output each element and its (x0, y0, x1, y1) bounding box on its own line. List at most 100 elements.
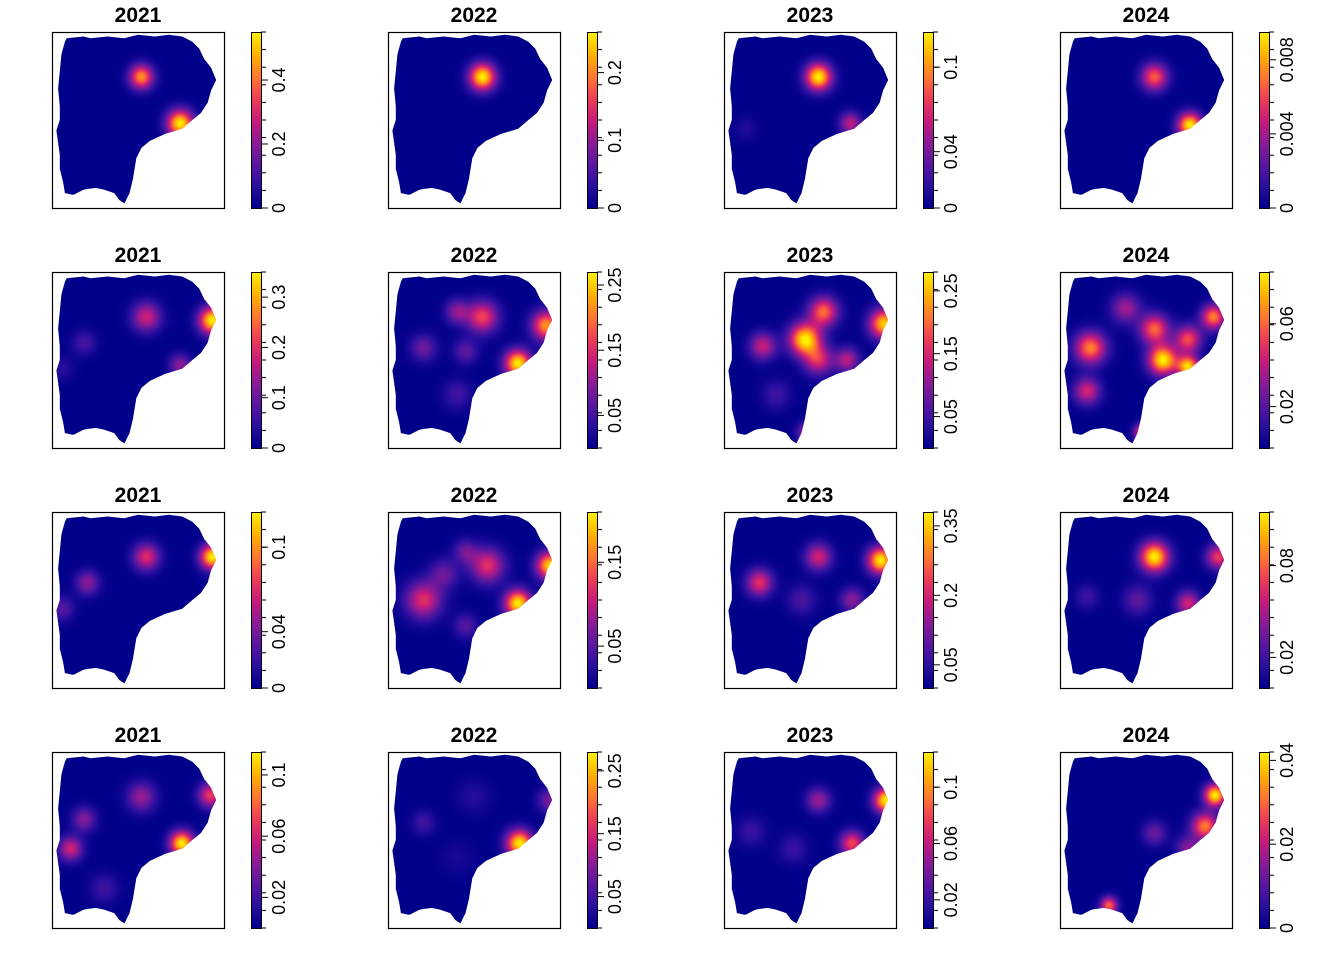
colorbar (923, 272, 933, 448)
heatmap-field (56, 754, 217, 924)
colorbar-tick-label: 0.08 (1277, 548, 1297, 583)
plot-frame (51, 751, 226, 930)
plot-frame (723, 271, 898, 450)
colorbar (1259, 512, 1269, 688)
colorbar (1259, 272, 1269, 448)
colorbar-tick-label: 0.15 (605, 545, 625, 580)
colorbar-tick-label: 0 (269, 203, 289, 213)
panel-title: 2022 (451, 4, 498, 27)
heatmap-field (392, 34, 553, 204)
panel-title: 2022 (451, 724, 498, 747)
panel-title: 2021 (115, 244, 162, 267)
panel-title: 2021 (115, 484, 162, 507)
colorbar (923, 752, 933, 928)
colorbar-tick-label: 0.06 (269, 819, 289, 854)
plot-frame (387, 31, 562, 210)
plot-frame (723, 511, 898, 690)
panel-title: 2023 (787, 484, 834, 507)
panel-title: 2024 (1123, 244, 1170, 267)
colorbar-tick-label: 0.2 (941, 583, 961, 608)
heatmap-field (392, 754, 553, 924)
colorbar-tick-label: 0.2 (269, 335, 289, 360)
colorbar (1259, 752, 1269, 928)
colorbar-tick-label: 0.25 (605, 268, 625, 303)
colorbar-tick-label: 0.008 (1277, 37, 1297, 82)
panel-2: 2022 0 0.1 0.2 (387, 4, 625, 213)
colorbar-tick-label: 0.15 (605, 333, 625, 368)
colorbar-tick-label: 0.02 (1277, 827, 1297, 862)
panel-10: 2022 0.05 0.15 (387, 484, 625, 690)
colorbar-tick-label: 0.05 (941, 399, 961, 434)
colorbar (587, 752, 597, 928)
colorbar (587, 272, 597, 448)
colorbar-tick-label: 0 (605, 203, 625, 213)
heatmap-field (392, 274, 553, 444)
heatmap-field (1064, 34, 1225, 204)
colorbar (251, 512, 261, 688)
colorbar (587, 32, 597, 208)
heatmap-field (728, 34, 889, 204)
panel-title: 2023 (787, 724, 834, 747)
colorbar-tick-label: 0.06 (1277, 306, 1297, 341)
colorbar-tick-label: 0.02 (1277, 640, 1297, 675)
panel-title: 2021 (115, 4, 162, 27)
panel-title: 2024 (1123, 724, 1170, 747)
colorbar (923, 512, 933, 688)
heatmap-field (392, 514, 553, 684)
colorbar-tick-label: 0.1 (269, 762, 289, 787)
colorbar-tick-label: 0.05 (941, 647, 961, 682)
panel-title: 2024 (1123, 484, 1170, 507)
heatmap-field (728, 754, 889, 924)
colorbar-tick-label: 0 (269, 683, 289, 693)
colorbar (251, 32, 261, 208)
colorbar (1259, 32, 1269, 208)
panel-title: 2024 (1123, 4, 1170, 27)
colorbar-tick-label: 0.1 (269, 535, 289, 560)
panel-title: 2022 (451, 244, 498, 267)
colorbar-tick-label: 0.1 (605, 128, 625, 153)
colorbar-tick-label: 0.004 (1277, 111, 1297, 156)
heatmap-field (56, 514, 217, 684)
colorbar-tick-label: 0.15 (605, 816, 625, 851)
colorbar-tick-label: 0.04 (269, 614, 289, 649)
panel-7: 2023 0.05 0.15 0.25 (723, 244, 961, 450)
colorbar-tick-label: 0.05 (605, 398, 625, 433)
panel-12: 2024 0.02 0.08 (1059, 484, 1297, 690)
colorbar-tick-label: 0.02 (269, 880, 289, 915)
panel-3: 2023 0 0.04 0.1 (723, 4, 961, 213)
panel-title: 2023 (787, 4, 834, 27)
colorbar-tick-label: 0.35 (941, 508, 961, 543)
plot-frame (1059, 751, 1234, 930)
colorbar (251, 752, 261, 928)
colorbar-tick-label: 0.15 (941, 336, 961, 371)
colorbar-tick-label: 0.02 (1277, 389, 1297, 424)
panel-14: 2022 0.05 0.15 0.25 (387, 724, 625, 930)
colorbar-tick-label: 0.2 (605, 60, 625, 85)
colorbar-tick-label: 0.4 (269, 67, 289, 92)
plot-frame (1059, 31, 1234, 210)
plot-frame (1059, 511, 1234, 690)
colorbar-tick-label: 0.04 (1277, 743, 1297, 778)
colorbar-tick-label: 0.2 (269, 131, 289, 156)
colorbar-tick-label: 0.1 (941, 55, 961, 80)
panel-8: 2024 0.02 0.06 (1059, 244, 1297, 450)
colorbar-tick-label: 0.1 (269, 385, 289, 410)
panel-1: 2021 0 0.2 0.4 (51, 4, 289, 213)
heatmap-field (56, 34, 217, 204)
panel-4: 2024 0 0.004 0.008 (1059, 4, 1297, 213)
panel-title: 2023 (787, 244, 834, 267)
colorbar (587, 512, 597, 688)
plot-frame (387, 271, 562, 450)
panel-title: 2022 (451, 484, 498, 507)
plot-frame (723, 751, 898, 930)
colorbar-tick-label: 0 (941, 203, 961, 213)
panel-title: 2021 (115, 724, 162, 747)
heatmap-field (1064, 754, 1225, 924)
colorbar-tick-label: 0.05 (605, 879, 625, 914)
heatmap-field (728, 514, 889, 684)
plot-frame (51, 511, 226, 690)
heatmap-field (1064, 514, 1225, 684)
colorbar-tick-label: 0 (269, 443, 289, 453)
colorbar (923, 32, 933, 208)
